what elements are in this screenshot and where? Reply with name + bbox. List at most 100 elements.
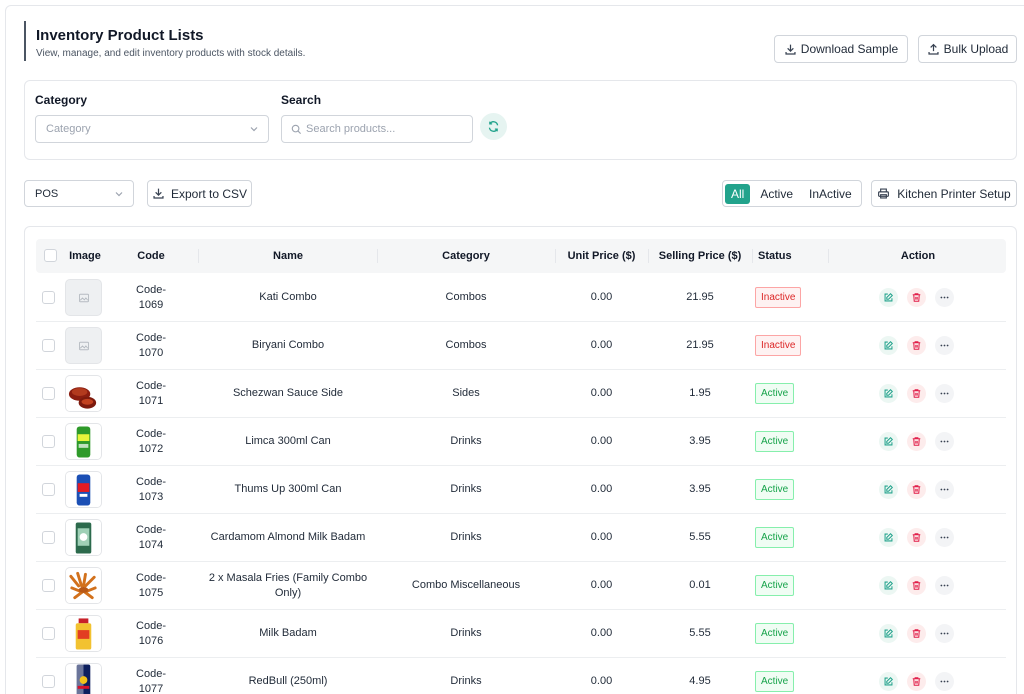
row-checkbox[interactable] (42, 483, 55, 496)
table-row: Code-1071 Schezwan Sauce Side Sides 0.00 1.9… (36, 370, 1006, 418)
selling-price: 1.95 (689, 387, 711, 399)
download-icon (153, 188, 164, 199)
bulk-upload-label: Bulk Upload (943, 42, 1009, 56)
row-checkbox[interactable] (42, 387, 55, 400)
delete-button[interactable] (907, 384, 926, 403)
table-row: Code-1076 Milk Badam Drinks 0.00 5.55 Active (36, 610, 1006, 658)
more-horizontal-icon (939, 628, 950, 639)
chevron-down-icon (115, 192, 123, 197)
refresh-button[interactable] (480, 113, 507, 140)
edit-button[interactable] (879, 336, 898, 355)
row-checkbox[interactable] (42, 531, 55, 544)
more-button[interactable] (935, 384, 954, 403)
trash-icon (911, 388, 922, 399)
delete-button[interactable] (907, 432, 926, 451)
more-horizontal-icon (939, 676, 950, 687)
unit-price: 0.00 (590, 579, 613, 591)
edit-icon (883, 436, 894, 447)
bulk-upload-button[interactable]: Bulk Upload (918, 35, 1017, 63)
export-csv-label: Export to CSV (170, 186, 248, 201)
more-button[interactable] (935, 432, 954, 451)
kitchen-printer-label: Kitchen Printer Setup (897, 186, 1011, 201)
search-input[interactable]: Search products... (281, 115, 473, 143)
edit-button[interactable] (879, 480, 898, 499)
product-category: Drinks (450, 435, 482, 447)
segment-all[interactable]: All (725, 183, 751, 204)
table-row: Code-1072 Limca 300ml Can Drinks 0.00 3.95 Ac… (36, 418, 1006, 466)
trash-icon (911, 484, 922, 495)
delete-button[interactable] (907, 624, 926, 643)
edit-button[interactable] (879, 288, 898, 307)
category-select[interactable]: Category (35, 115, 269, 143)
more-horizontal-icon (939, 532, 950, 543)
row-checkbox[interactable] (42, 675, 55, 688)
delete-button[interactable] (907, 672, 926, 691)
header-action: Action (900, 250, 936, 262)
delete-button[interactable] (907, 480, 926, 499)
page-header: Inventory Product Lists View, manage, an… (24, 21, 305, 61)
edit-button[interactable] (879, 528, 898, 547)
more-horizontal-icon (939, 340, 950, 351)
trash-icon (911, 676, 922, 687)
channel-select[interactable]: POS (24, 180, 134, 207)
delete-button[interactable] (907, 528, 926, 547)
more-button[interactable] (935, 576, 954, 595)
column-divider (377, 249, 378, 263)
product-code: Code-1069 (136, 283, 166, 311)
download-sample-button[interactable]: Download Sample (774, 35, 908, 63)
export-csv-button[interactable]: Export to CSV (147, 180, 252, 207)
more-button[interactable] (935, 336, 954, 355)
edit-button[interactable] (879, 576, 898, 595)
more-button[interactable] (935, 288, 954, 307)
kitchen-printer-setup-button[interactable]: Kitchen Printer Setup (871, 180, 1017, 207)
column-divider (752, 249, 753, 263)
product-code: Code-1070 (136, 331, 166, 359)
row-checkbox[interactable] (42, 291, 55, 304)
more-button[interactable] (935, 480, 954, 499)
more-button[interactable] (935, 672, 954, 691)
edit-icon (883, 388, 894, 399)
delete-button[interactable] (907, 336, 926, 355)
product-name: Milk Badam (259, 627, 317, 639)
segment-active[interactable]: Active (760, 186, 794, 201)
selling-price: 5.55 (689, 627, 711, 639)
delete-button[interactable] (907, 288, 926, 307)
edit-icon (883, 580, 894, 591)
segment-inactive[interactable]: InActive (809, 186, 852, 201)
header-selling-price: Selling Price ($) (658, 250, 742, 262)
select-all-checkbox[interactable] (44, 249, 57, 262)
unit-price: 0.00 (590, 291, 613, 303)
search-icon (291, 124, 302, 134)
unit-price: 0.00 (590, 339, 613, 351)
edit-button[interactable] (879, 624, 898, 643)
more-horizontal-icon (939, 580, 950, 591)
product-category: Drinks (450, 675, 482, 687)
column-divider (828, 249, 829, 263)
row-checkbox[interactable] (42, 627, 55, 640)
edit-icon (883, 484, 894, 495)
delete-button[interactable] (907, 576, 926, 595)
more-horizontal-icon (939, 292, 950, 303)
category-placeholder: Category (46, 123, 91, 135)
edit-button[interactable] (879, 672, 898, 691)
row-checkbox[interactable] (42, 435, 55, 448)
row-checkbox[interactable] (42, 579, 55, 592)
more-button[interactable] (935, 624, 954, 643)
table-row: Code-1075 2 x Masala Fries (Family Combo … (36, 562, 1006, 610)
selling-price: 21.95 (686, 291, 714, 303)
product-category: Drinks (450, 627, 482, 639)
products-table: Image Code Name Category Unit Price ($) … (24, 226, 1017, 694)
edit-icon (883, 292, 894, 303)
edit-button[interactable] (879, 432, 898, 451)
unit-price: 0.00 (590, 627, 613, 639)
more-button[interactable] (935, 528, 954, 547)
edit-button[interactable] (879, 384, 898, 403)
page-title: Inventory Product Lists (36, 27, 204, 44)
product-name: Schezwan Sauce Side (232, 387, 344, 399)
product-category: Combo Miscellaneous (411, 579, 521, 591)
product-image (65, 423, 102, 460)
product-code: Code-1076 (136, 619, 166, 647)
edit-icon (883, 532, 894, 543)
product-code: Code-1077 (136, 667, 166, 694)
row-checkbox[interactable] (42, 339, 55, 352)
